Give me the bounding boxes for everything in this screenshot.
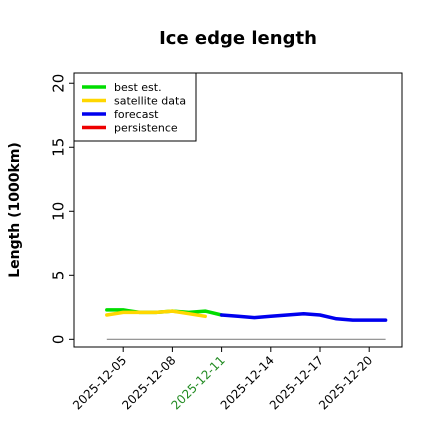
- series-line-1: [105, 309, 207, 319]
- y-tick-label-2: 10: [49, 202, 67, 221]
- y-axis-label: Length (1000km): [7, 142, 23, 278]
- y-tick-label-0: 0: [49, 335, 67, 345]
- plot-frame: [73, 72, 403, 348]
- y-tick-label-3: 15: [49, 138, 67, 157]
- legend: best est.satellite dataforecastpersisten…: [73, 72, 197, 142]
- chart-title: Ice edge length: [159, 28, 317, 49]
- plot-area: [105, 308, 388, 340]
- legend-label-1: satellite data: [114, 94, 186, 107]
- legend-label-0: best est.: [114, 81, 162, 94]
- y-tick-label-4: 20: [49, 74, 67, 93]
- legend-box: [73, 72, 197, 142]
- legend-label-3: persistence: [114, 121, 178, 134]
- legend-label-2: forecast: [114, 108, 159, 121]
- series-line-2: [219, 311, 388, 322]
- y-tick-label-1: 5: [49, 271, 67, 281]
